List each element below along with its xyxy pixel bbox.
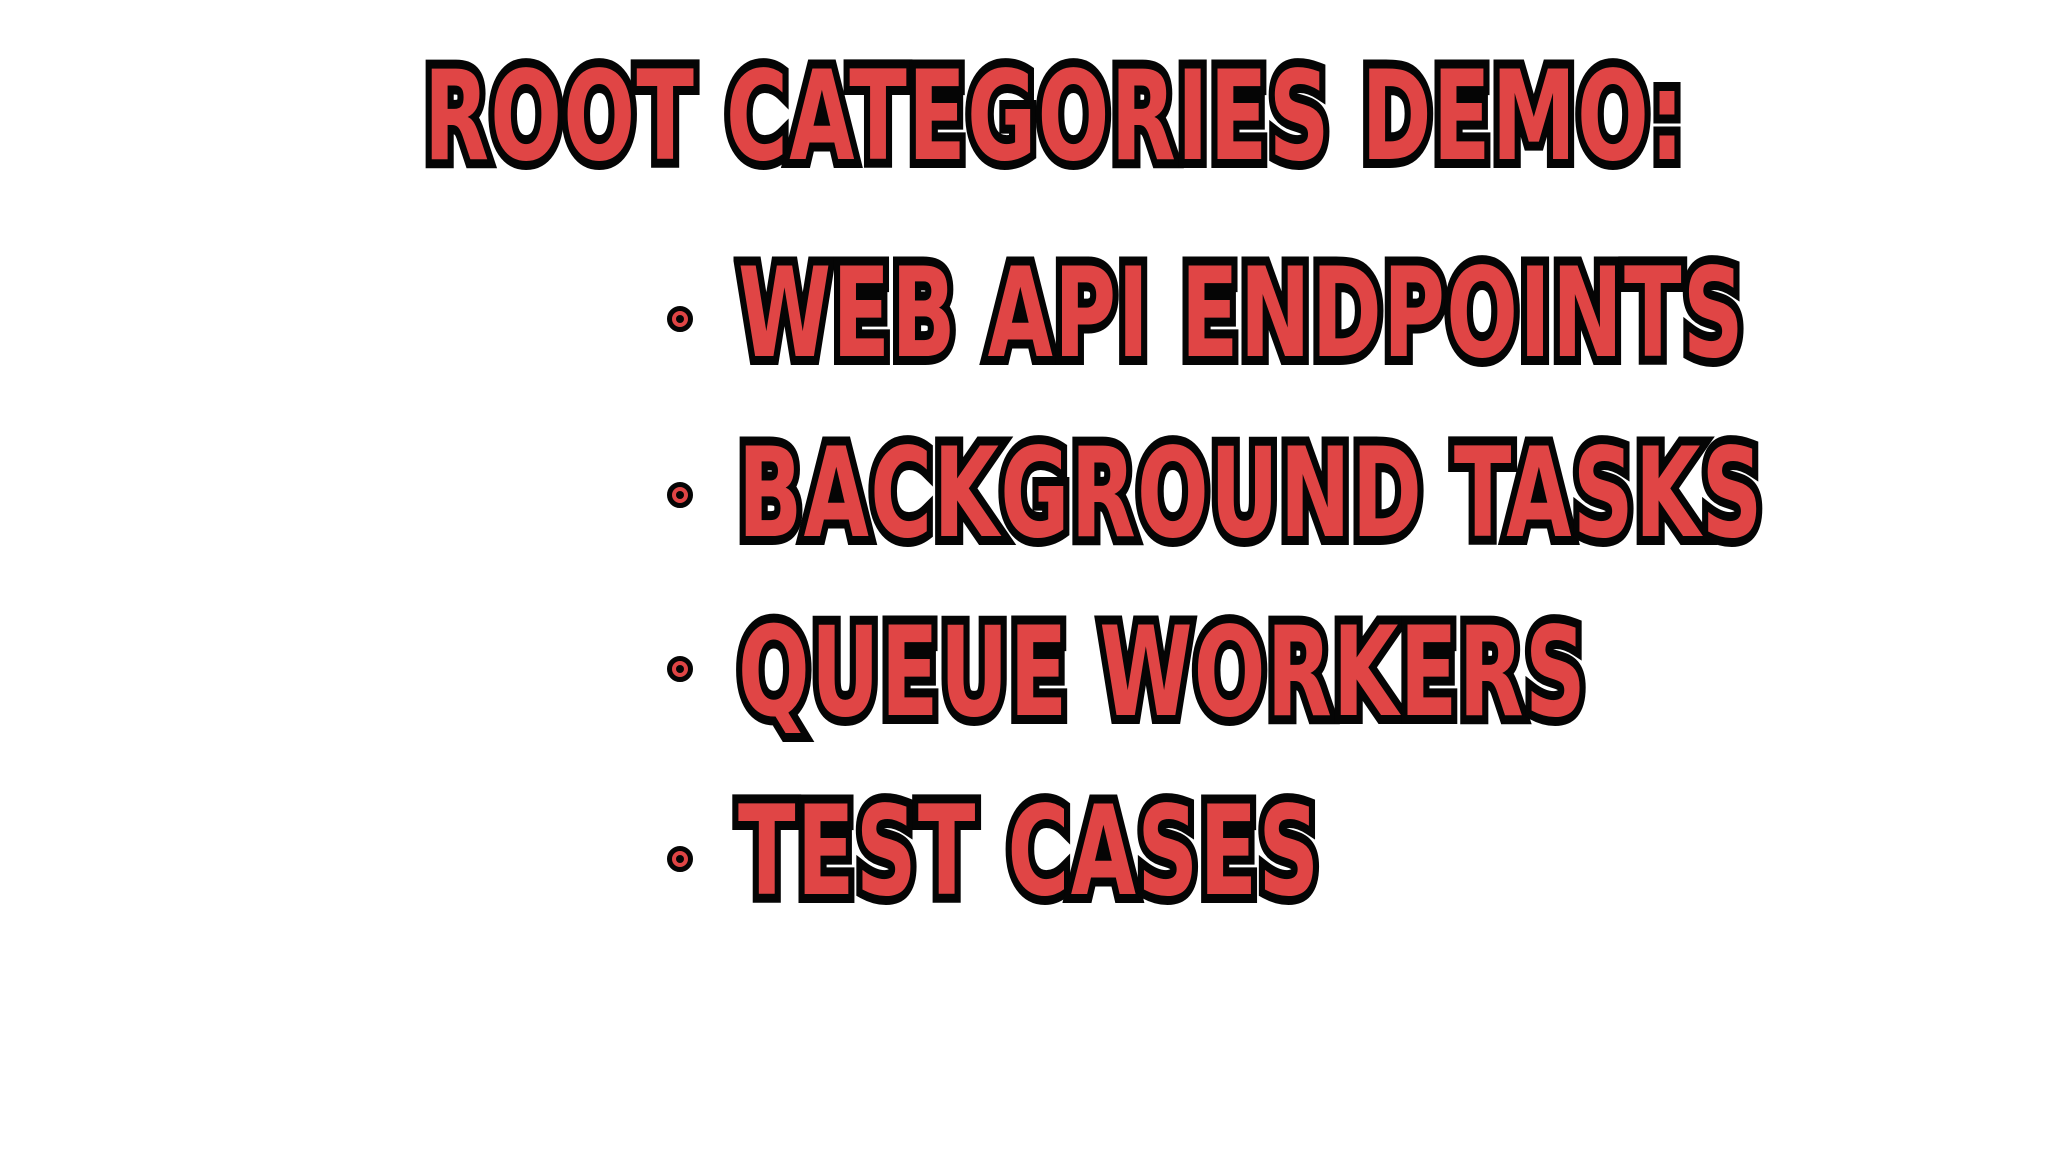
list-item-label: Test Cases bbox=[732, 780, 1325, 924]
list-item-label: Web API Endpoints bbox=[732, 242, 1750, 386]
slide-title: Root Categories Demo: bbox=[418, 45, 1690, 189]
list-item-label: Queue Workers bbox=[732, 601, 1592, 745]
circle-bullet-icon bbox=[662, 301, 698, 337]
list-item-label: Background Tasks bbox=[732, 422, 1769, 566]
circle-bullet-icon bbox=[662, 477, 698, 513]
circle-bullet-icon bbox=[662, 651, 698, 687]
circle-bullet-icon bbox=[662, 841, 698, 877]
